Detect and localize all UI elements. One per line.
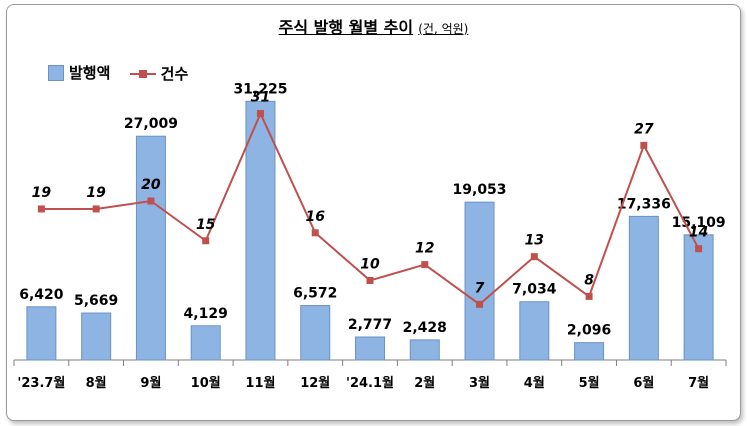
bar-value-label: 2,428 bbox=[403, 320, 447, 336]
x-tick-label: '24.1월 bbox=[346, 375, 394, 391]
bar-value-label: 15,109 bbox=[672, 215, 726, 231]
legend-line-swatch bbox=[129, 67, 156, 81]
count-point bbox=[37, 205, 45, 213]
x-tick-label: 5월 bbox=[579, 375, 600, 391]
count-value-label: 19 bbox=[32, 185, 52, 201]
count-value-label: 13 bbox=[525, 233, 544, 249]
x-tick-label: '23.7월 bbox=[17, 375, 65, 391]
bar-value-label: 2,096 bbox=[567, 323, 611, 339]
bar bbox=[519, 301, 550, 361]
x-tick-label: 3월 bbox=[469, 375, 490, 391]
x-tick-label: 4월 bbox=[524, 375, 545, 391]
count-value-label: 7 bbox=[475, 280, 485, 296]
count-point bbox=[421, 261, 429, 269]
count-value-label: 10 bbox=[360, 257, 380, 273]
bar bbox=[190, 325, 221, 361]
count-value-label: 19 bbox=[86, 185, 106, 201]
bar-value-label: 4,129 bbox=[184, 306, 228, 322]
count-point bbox=[695, 245, 703, 253]
bar bbox=[300, 305, 331, 361]
count-point bbox=[366, 277, 374, 284]
x-tick-label: 6월 bbox=[633, 375, 654, 391]
legend-line-label: 건수 bbox=[160, 65, 189, 83]
count-point bbox=[530, 253, 538, 261]
count-point bbox=[147, 197, 155, 205]
x-tick-label: 12월 bbox=[300, 375, 330, 391]
count-point bbox=[92, 205, 100, 213]
count-point bbox=[585, 292, 593, 300]
bar-value-label: 2,777 bbox=[348, 317, 392, 333]
count-value-label: 14 bbox=[689, 225, 708, 241]
x-tick-label: 7월 bbox=[688, 375, 709, 391]
bar-value-label: 19,053 bbox=[453, 182, 507, 198]
legend-bar-swatch bbox=[48, 64, 64, 81]
count-value-label: 31 bbox=[251, 90, 270, 106]
count-value-label: 27 bbox=[634, 121, 654, 137]
bar bbox=[245, 100, 276, 361]
count-value-label: 16 bbox=[305, 209, 325, 225]
bar-value-label: 17,336 bbox=[617, 196, 671, 212]
legend-item-amount: 발행액 bbox=[48, 62, 110, 83]
count-point bbox=[476, 300, 484, 308]
chart-unit: (건, 억원) bbox=[418, 22, 469, 36]
count-point bbox=[311, 229, 319, 237]
legend-item-count: 건수 bbox=[129, 63, 189, 84]
chart-title: 주식 발행 월별 추이 bbox=[278, 18, 414, 37]
bar-value-label: 5,669 bbox=[74, 293, 118, 309]
bar-value-label: 7,034 bbox=[512, 282, 557, 298]
bar bbox=[683, 234, 714, 361]
count-point bbox=[256, 110, 264, 118]
count-value-label: 8 bbox=[584, 272, 594, 288]
bar-value-label: 27,009 bbox=[124, 116, 178, 132]
bar bbox=[409, 339, 440, 361]
bar bbox=[26, 306, 57, 361]
count-value-label: 20 bbox=[141, 177, 161, 193]
count-point bbox=[202, 237, 210, 245]
bar bbox=[135, 135, 166, 361]
bar bbox=[355, 336, 385, 361]
bar-value-label: 6,572 bbox=[293, 286, 337, 302]
bar bbox=[464, 201, 495, 361]
chart-legend: 발행액 건수 bbox=[48, 62, 202, 85]
bar bbox=[574, 342, 605, 361]
x-tick-label: 9월 bbox=[140, 375, 161, 391]
x-tick-label: 2월 bbox=[414, 375, 435, 391]
count-value-label: 15 bbox=[196, 217, 216, 233]
bar-value-label: 6,420 bbox=[19, 287, 64, 303]
chart-title-block: 주식 발행 월별 추이 (건, 억원) bbox=[0, 14, 747, 38]
x-tick-label: 11월 bbox=[245, 375, 275, 391]
legend-bar-label: 발행액 bbox=[69, 64, 111, 82]
bar bbox=[628, 215, 659, 361]
x-tick-label: 10월 bbox=[191, 375, 221, 391]
bar bbox=[81, 312, 112, 361]
count-point bbox=[640, 141, 648, 149]
bar-value-label: 31,225 bbox=[233, 81, 287, 97]
x-tick-label: 8월 bbox=[86, 375, 107, 391]
count-value-label: 12 bbox=[415, 241, 434, 257]
